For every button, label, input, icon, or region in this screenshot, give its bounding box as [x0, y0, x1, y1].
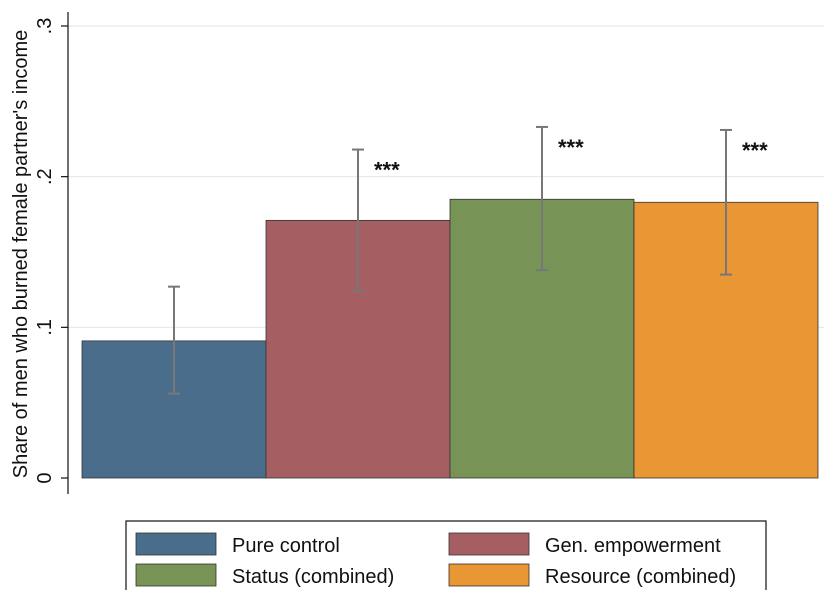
legend-swatch	[135, 532, 217, 556]
legend-label: Gen. empowerment	[545, 535, 721, 557]
legend-swatch	[448, 532, 530, 556]
y-tick-label: .3	[34, 18, 56, 35]
y-tick-label: 0	[34, 472, 56, 483]
y-axis-label: Share of men who burned female partner's…	[10, 30, 32, 479]
significance-label: ***	[374, 158, 400, 183]
legend: Pure control Gen. empowerment Status (comb…	[125, 520, 767, 590]
legend-swatch	[448, 563, 530, 587]
significance-labels: *** *** ***	[374, 135, 768, 183]
legend-box	[125, 520, 767, 590]
error-bars	[168, 125, 732, 395]
legend-swatch	[135, 563, 217, 587]
legend-label: Pure control	[232, 535, 340, 557]
significance-label: ***	[742, 138, 768, 163]
y-axis: 0 .1 .2 .3	[34, 12, 69, 494]
legend-label: Status (combined)	[232, 566, 394, 588]
y-tick-label: .1	[34, 319, 56, 336]
y-tick-label: .2	[34, 168, 56, 185]
significance-label: ***	[558, 135, 584, 160]
legend-label: Resource (combined)	[545, 566, 736, 588]
